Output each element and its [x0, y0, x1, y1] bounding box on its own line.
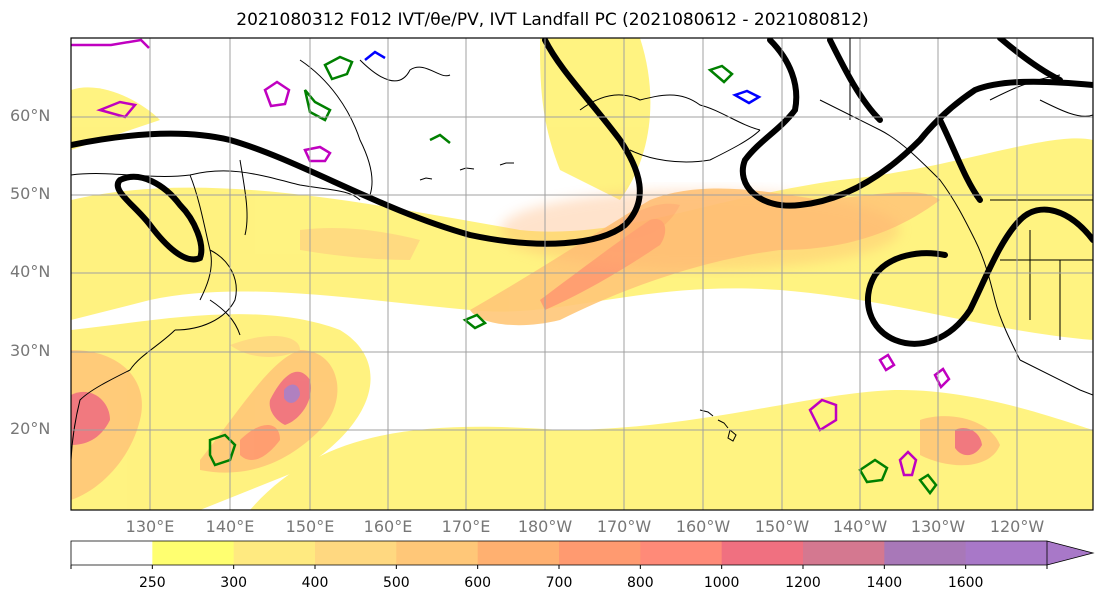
negative-contours — [364, 50, 762, 105]
colorbar-tick-label: 1400 — [866, 575, 903, 591]
lon-label: 160°W — [675, 517, 731, 536]
colorbar-segment — [803, 541, 885, 565]
lon-label: 120°W — [989, 517, 1045, 536]
gridlines — [71, 38, 1093, 510]
lon-label: 170°E — [441, 517, 491, 536]
colorbar-tick-label: 1600 — [947, 575, 984, 591]
colorbar-tick-label: 800 — [626, 575, 654, 591]
landfall-pc-contours — [71, 38, 1093, 347]
colorbar-tick-label: 700 — [545, 575, 573, 591]
lon-label: 160°E — [363, 517, 413, 536]
colorbar-tick-label: 250 — [138, 575, 166, 591]
colorbar-segment — [71, 541, 153, 565]
colorbar-tick-label: 400 — [301, 575, 329, 591]
lon-label: 150°W — [754, 517, 810, 536]
lat-label: 50°N — [10, 184, 51, 203]
lat-label: 40°N — [10, 262, 51, 281]
lon-label: 150°E — [285, 517, 335, 536]
map-frame — [70, 37, 1094, 511]
lon-label: 130°E — [125, 517, 175, 536]
islands — [419, 162, 737, 442]
lat-label: 20°N — [10, 419, 51, 438]
colorbar-segment — [721, 541, 804, 565]
colorbar-segment — [965, 541, 1048, 565]
colorbar-segment — [233, 541, 316, 565]
lon-label: 140°W — [832, 517, 888, 536]
ivt-shading — [71, 38, 1093, 510]
figure-title: 2021080312 F012 IVT/θe/PV, IVT Landfall … — [236, 10, 869, 30]
colorbar-tick-label: 1000 — [703, 575, 740, 591]
lon-label: 140°E — [205, 517, 255, 536]
lon-label: 170°W — [596, 517, 652, 536]
pv-contours — [71, 38, 951, 477]
colorbar-extend-arrow — [1046, 540, 1095, 566]
colorbar-segment — [884, 541, 967, 565]
lat-label: 30°N — [10, 341, 51, 360]
colorbar-segment — [640, 541, 723, 565]
colorbar-tick-label: 500 — [382, 575, 410, 591]
colorbar-segment — [396, 541, 479, 565]
colorbar-tick-label: 600 — [464, 575, 492, 591]
colorbar — [70, 540, 1095, 569]
colorbar-segment — [559, 541, 641, 565]
lon-label: 180°W — [517, 517, 573, 536]
colorbar-segment — [315, 541, 397, 565]
colorbar-segment — [477, 541, 560, 565]
colorbar-segment — [152, 541, 235, 565]
lat-label: 60°N — [10, 106, 51, 125]
colorbar-tick-label: 300 — [220, 575, 248, 591]
lon-label: 130°W — [910, 517, 966, 536]
colorbar-tick-label: 1200 — [785, 575, 821, 591]
